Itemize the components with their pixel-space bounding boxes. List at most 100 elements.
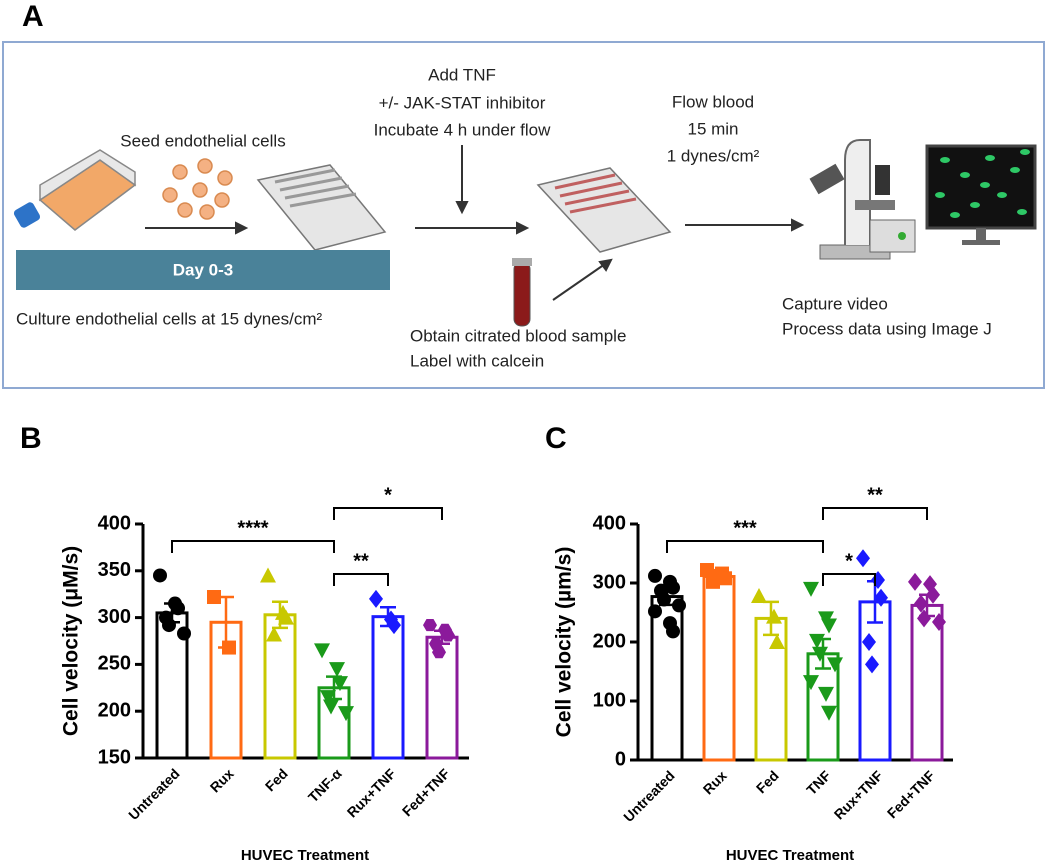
point [320, 690, 336, 706]
point [162, 618, 176, 633]
x-tick-label: Fed+TNF [884, 767, 938, 821]
point [809, 633, 825, 649]
day-bar [16, 250, 390, 290]
point [260, 567, 276, 583]
x-tick-label: Untreated [125, 765, 183, 823]
point [177, 626, 191, 641]
step-text: Capture video [782, 294, 888, 313]
bar [702, 575, 736, 762]
tube-icon [512, 258, 532, 327]
point [369, 589, 383, 608]
point [932, 612, 946, 631]
significance-label: * [845, 550, 853, 572]
step-text: Incubate 4 h under flow [374, 120, 551, 139]
point [207, 590, 221, 605]
point [441, 629, 455, 642]
point [766, 608, 782, 624]
point [153, 568, 167, 583]
flask-icon [13, 149, 137, 231]
point [803, 581, 819, 597]
point [709, 568, 723, 583]
point [314, 643, 330, 659]
point [266, 626, 282, 642]
step-text: Flow blood [672, 92, 754, 111]
point [432, 646, 446, 659]
monitor-icon [925, 144, 1037, 245]
point [865, 655, 879, 674]
x-tick-label: TNF [803, 767, 834, 798]
day-label: Day 0-3 [173, 260, 233, 279]
significance-bracket [666, 540, 824, 553]
point [423, 619, 437, 632]
x-tick-label: Untreated [620, 767, 678, 825]
x-tick-label: Fed+TNF [399, 765, 453, 819]
significance-bracket [822, 507, 928, 520]
point [648, 568, 662, 583]
significance-label: **** [237, 517, 268, 539]
significance-bracket [333, 573, 389, 586]
step-text: Label with calcein [410, 351, 544, 370]
x-tick-label: Rux+TNF [831, 767, 886, 822]
point [769, 634, 785, 649]
y-axis-label: Cell velocity (µm/s) [553, 547, 576, 738]
y-tick-label: 400 [593, 512, 626, 534]
significance-label: * [384, 484, 392, 506]
step-text: +/- JAK-STAT inhibitor [379, 93, 546, 112]
point [874, 588, 888, 607]
y-tick-label: 300 [98, 606, 131, 628]
point [751, 587, 767, 603]
point [821, 618, 837, 634]
point [387, 616, 401, 635]
point [856, 549, 870, 568]
microscope-icon [809, 139, 916, 260]
point [862, 633, 876, 651]
slide-icon [256, 164, 387, 251]
x-tick-label: Rux [700, 767, 730, 797]
point [666, 624, 680, 639]
point [803, 675, 819, 691]
point [648, 604, 662, 619]
step-text: Seed endothelial cells [120, 131, 285, 150]
significance-bracket [171, 540, 335, 553]
step-text: Obtain citrated blood sample [410, 326, 626, 345]
step-text: Process data using Image J [782, 319, 992, 338]
significance-label: ** [353, 550, 369, 572]
y-tick-label: 100 [593, 689, 626, 711]
point [812, 646, 828, 662]
step-text: 15 min [687, 119, 738, 138]
y-tick-label: 350 [98, 559, 131, 581]
y-tick-label: 0 [615, 748, 626, 770]
point [672, 598, 686, 613]
point [323, 699, 339, 715]
y-tick-label: 300 [593, 571, 626, 593]
significance-bracket [333, 507, 443, 520]
point [818, 686, 834, 702]
point [926, 585, 940, 604]
point [222, 640, 236, 655]
point [908, 572, 922, 591]
x-tick-label: Fed [753, 767, 782, 796]
point [278, 609, 294, 625]
point [827, 657, 843, 673]
y-tick-label: 150 [98, 746, 131, 768]
step-text: 1 dynes/cm² [667, 146, 760, 165]
point [657, 592, 671, 607]
y-tick-label: 200 [593, 630, 626, 652]
y-tick-label: 400 [98, 512, 131, 534]
significance-bracket [822, 573, 876, 586]
x-axis-label: HUVEC Treatment [241, 847, 369, 864]
point [917, 609, 931, 628]
point [666, 580, 680, 595]
arrows [145, 145, 805, 301]
x-axis-label: HUVEC Treatment [726, 847, 854, 864]
y-tick-label: 250 [98, 653, 131, 675]
point [329, 662, 345, 678]
panel-label: A [22, 0, 44, 33]
point [171, 601, 185, 616]
step-text: Add TNF [428, 65, 496, 84]
bar [858, 600, 892, 762]
y-axis-label: Cell velocity (μM/s) [60, 546, 83, 736]
point [338, 706, 354, 722]
significance-label: *** [733, 517, 757, 539]
